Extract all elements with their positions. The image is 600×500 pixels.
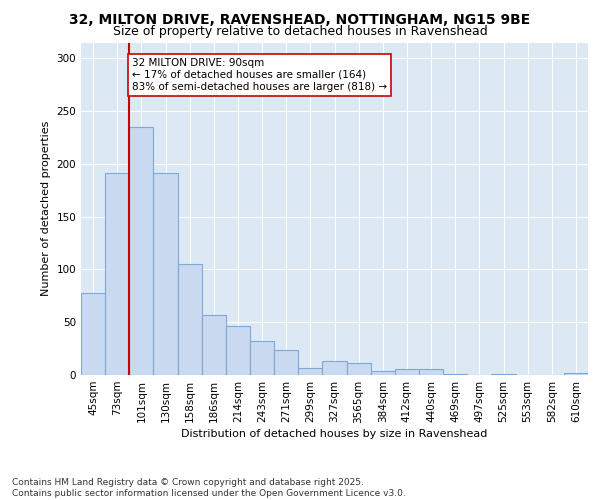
Text: Contains HM Land Registry data © Crown copyright and database right 2025.
Contai: Contains HM Land Registry data © Crown c…: [12, 478, 406, 498]
Bar: [371, 371, 395, 375]
Text: 32 MILTON DRIVE: 90sqm
← 17% of detached houses are smaller (164)
83% of semi-de: 32 MILTON DRIVE: 90sqm ← 17% of detached…: [132, 58, 387, 92]
Bar: [322, 362, 347, 375]
Bar: [419, 368, 443, 375]
Bar: [491, 374, 515, 375]
Bar: [564, 373, 588, 375]
Bar: [347, 364, 371, 375]
Bar: [226, 326, 250, 375]
Bar: [105, 174, 129, 375]
X-axis label: Distribution of detached houses by size in Ravenshead: Distribution of detached houses by size …: [181, 428, 488, 438]
Bar: [298, 368, 322, 375]
Bar: [250, 341, 274, 375]
Text: Size of property relative to detached houses in Ravenshead: Size of property relative to detached ho…: [113, 25, 487, 38]
Bar: [154, 174, 178, 375]
Y-axis label: Number of detached properties: Number of detached properties: [41, 121, 51, 296]
Bar: [443, 374, 467, 375]
Bar: [129, 127, 154, 375]
Text: 32, MILTON DRIVE, RAVENSHEAD, NOTTINGHAM, NG15 9BE: 32, MILTON DRIVE, RAVENSHEAD, NOTTINGHAM…: [70, 12, 530, 26]
Bar: [274, 350, 298, 375]
Bar: [395, 368, 419, 375]
Bar: [81, 292, 105, 375]
Bar: [178, 264, 202, 375]
Bar: [202, 315, 226, 375]
